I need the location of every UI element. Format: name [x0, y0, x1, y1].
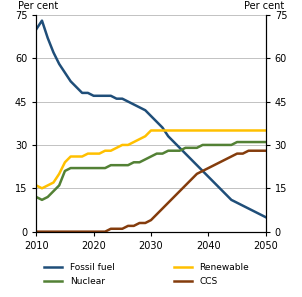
Legend: Fossil fuel, Nuclear: Fossil fuel, Nuclear [41, 260, 118, 290]
Text: Per cent: Per cent [18, 1, 58, 10]
Legend: Renewable, CCS: Renewable, CCS [171, 260, 253, 290]
Text: Per cent: Per cent [244, 1, 284, 10]
